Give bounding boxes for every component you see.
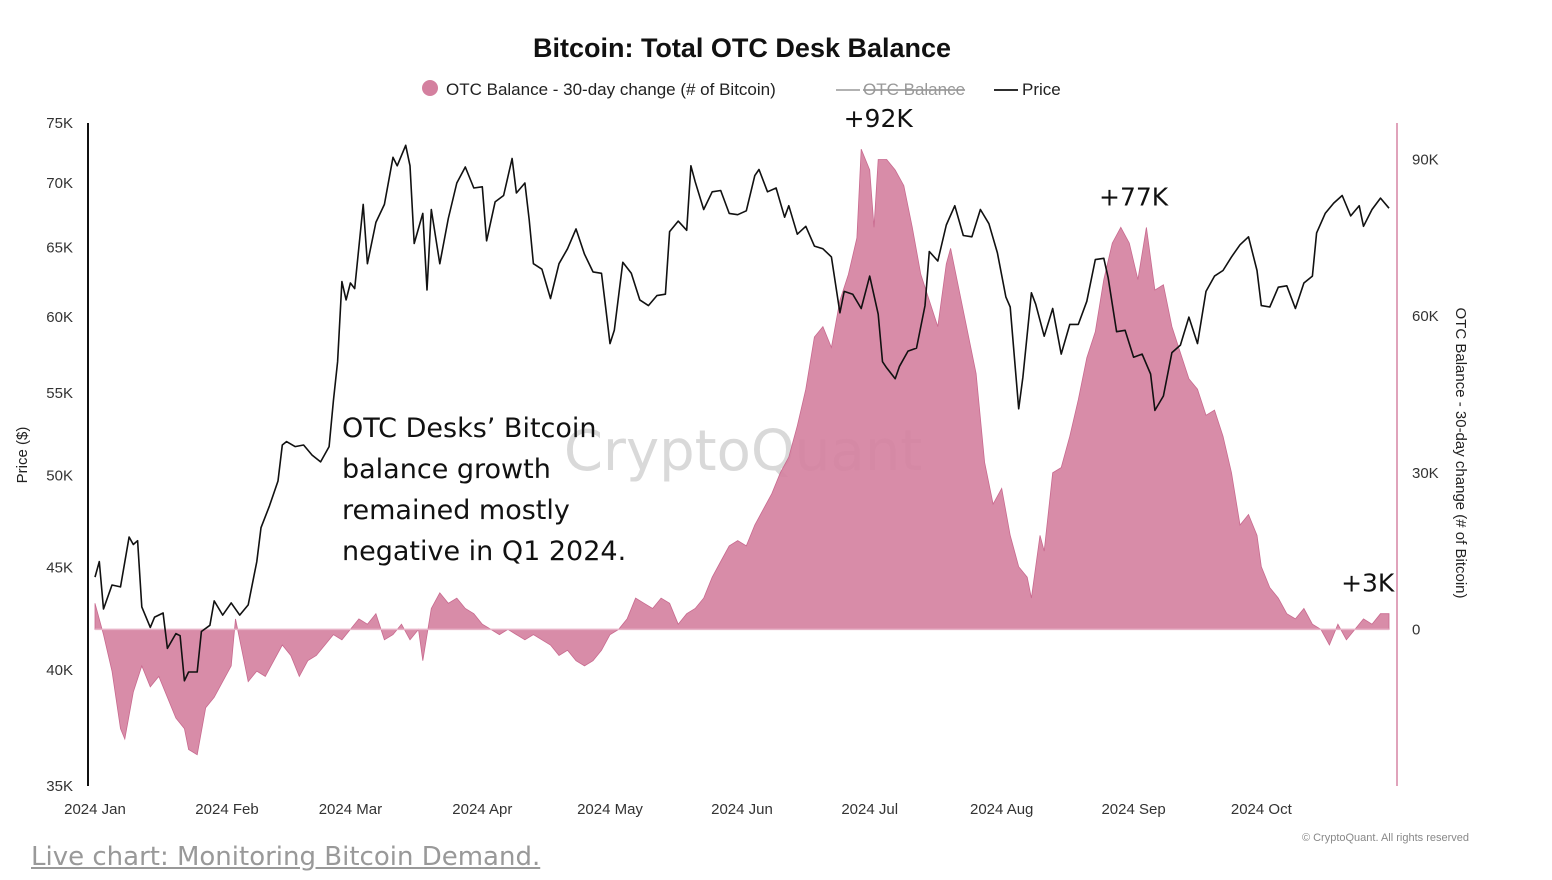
- price-line: [94, 144, 1390, 682]
- left-tick-label: 75K: [46, 115, 73, 132]
- annotations: +92K +77K +3K: [844, 104, 1395, 598]
- x-tick-label: 2024 Jul: [841, 801, 898, 818]
- x-tick-label: 2024 Mar: [319, 801, 382, 818]
- live-chart-link[interactable]: Live chart: Monitoring Bitcoin Demand.: [31, 842, 541, 872]
- legend-otc-change-marker: [422, 80, 438, 96]
- x-axis-ticks: 2024 Jan 2024 Feb 2024 Mar 2024 Apr 2024 May…: [64, 801, 1292, 818]
- left-tick-label: 50K: [46, 468, 73, 485]
- note-line-1: OTC Desks’ Bitcoin: [342, 413, 597, 444]
- left-tick-label: 45K: [46, 559, 73, 576]
- note-line-4: negative in Q1 2024.: [342, 536, 626, 567]
- otc-change-area: [94, 148, 1390, 756]
- x-tick-label: 2024 Apr: [452, 801, 512, 818]
- left-tick-label: 60K: [46, 309, 73, 326]
- copyright-notice: © CryptoQuant. All rights reserved: [1302, 832, 1469, 844]
- right-tick-label: 90K: [1412, 152, 1439, 169]
- price-line-layer: [94, 144, 1390, 682]
- x-tick-label: 2024 Feb: [195, 801, 258, 818]
- left-tick-label: 55K: [46, 385, 73, 402]
- left-tick-label: 40K: [46, 662, 73, 679]
- x-tick-label: 2024 May: [577, 801, 643, 818]
- legend-otc-change-label[interactable]: OTC Balance - 30-day change (# of Bitcoi…: [446, 80, 776, 99]
- x-tick-label: 2024 Aug: [970, 801, 1033, 818]
- left-tick-label: 70K: [46, 175, 73, 192]
- right-axis-title: OTC Balance - 30-day change (# of Bitcoi…: [1452, 308, 1469, 599]
- right-axis-ticks: 0 30K 60K 90K: [1412, 152, 1439, 639]
- legend-otc-balance-label[interactable]: OTC Balance: [863, 80, 965, 99]
- left-tick-label: 65K: [46, 240, 73, 257]
- chart-title: Bitcoin: Total OTC Desk Balance: [533, 33, 951, 63]
- x-tick-label: 2024 Sep: [1101, 801, 1165, 818]
- right-tick-label: 0: [1412, 621, 1420, 638]
- note-line-2: balance growth: [342, 454, 551, 485]
- left-axis-title: Price ($): [14, 427, 31, 484]
- note-line-3: remained mostly: [342, 495, 570, 526]
- peak-annotation: +77K: [1099, 182, 1169, 211]
- left-tick-label: 35K: [46, 778, 73, 795]
- right-tick-label: 30K: [1412, 465, 1439, 482]
- legend[interactable]: OTC Balance - 30-day change (# of Bitcoi…: [422, 80, 1061, 99]
- x-tick-label: 2024 Jan: [64, 801, 126, 818]
- left-axis-ticks: 35K 40K 45K 50K 55K 60K 65K 70K 75K: [46, 115, 73, 795]
- peak-annotation: +92K: [844, 104, 914, 133]
- note-text-block: OTC Desks’ Bitcoin balance growth remain…: [342, 413, 626, 567]
- peak-annotation: +3K: [1341, 569, 1395, 598]
- right-tick-label: 60K: [1412, 308, 1439, 325]
- legend-price-label[interactable]: Price: [1022, 80, 1061, 99]
- x-tick-label: 2024 Oct: [1231, 801, 1293, 818]
- otc-change-area-layer: [94, 148, 1390, 756]
- x-tick-label: 2024 Jun: [711, 801, 773, 818]
